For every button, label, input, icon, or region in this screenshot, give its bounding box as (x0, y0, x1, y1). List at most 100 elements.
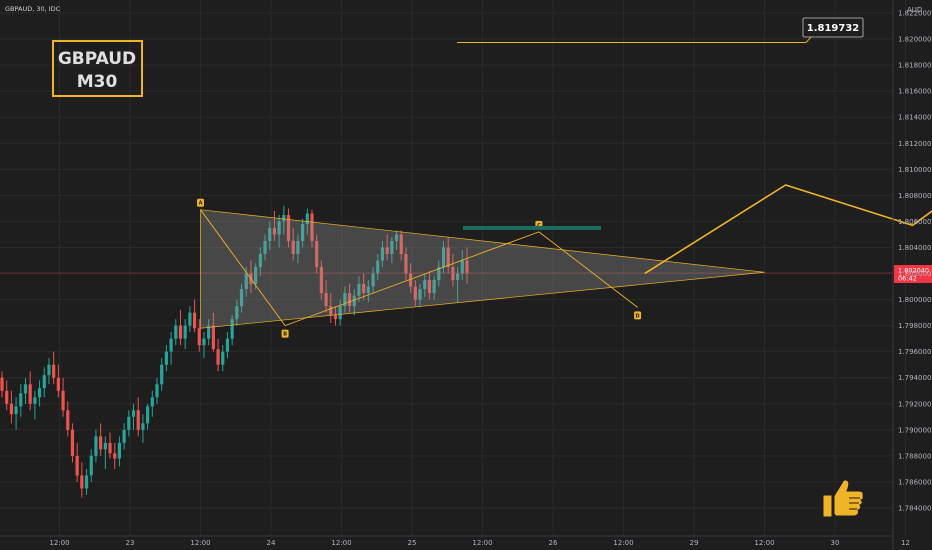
time-tick-label: 12:00 (613, 539, 633, 547)
candle-body (380, 247, 385, 261)
price-tick-label: 1.822000 (898, 10, 931, 18)
candle-body (19, 393, 23, 407)
candle-body (188, 312, 192, 326)
pattern-point-label: B (283, 332, 287, 338)
candle-body (362, 283, 366, 294)
candle-body (268, 227, 272, 241)
candle-body (432, 280, 436, 294)
candle-body (456, 273, 460, 281)
price-tick-label: 1.814000 (898, 114, 931, 122)
time-tick-label: 29 (690, 539, 699, 547)
candle-body (197, 328, 201, 346)
time-tick-label: 26 (549, 539, 558, 547)
price-tick-label: 1.786000 (898, 478, 931, 486)
badge-timeframe: M30 (77, 72, 118, 92)
candle-body (244, 273, 248, 290)
price-tick-label: 1.804000 (898, 244, 931, 252)
candle-body (42, 375, 46, 389)
candle-body (338, 306, 342, 320)
candle-body (56, 377, 60, 391)
candle-body (84, 475, 89, 489)
current-price-value: 1.802040 (898, 267, 929, 275)
candle-body (277, 221, 281, 235)
candle-body (446, 247, 450, 268)
candle-body (409, 273, 413, 287)
candle-body (385, 247, 389, 254)
resistance-zone (463, 225, 601, 230)
pattern-point-label: C (537, 223, 541, 229)
candle-body (131, 410, 136, 417)
price-tick-label: 1.788000 (898, 452, 931, 460)
candle-body (413, 286, 417, 300)
price-axis[interactable]: 1.822000 1.820000 1.818000 1.816000 1.814000… (898, 10, 931, 513)
candle-body (108, 442, 112, 454)
price-tick-label: 1.816000 (898, 88, 931, 96)
price-tick-label: 1.806000 (898, 218, 931, 226)
candle-body (113, 453, 117, 459)
current-price-tag (894, 265, 932, 284)
pattern-point-badge (634, 311, 642, 320)
candle-body (329, 306, 333, 316)
candle-body (211, 325, 215, 350)
candle-body (47, 364, 51, 376)
candle-body (357, 283, 361, 296)
pattern-point-label: A (199, 201, 203, 207)
candle-body (263, 240, 267, 254)
candle-body (376, 260, 380, 274)
candle-body (14, 406, 18, 415)
time-tick-label: 24 (267, 539, 276, 547)
symbol-badge: GBPAUD M30 (52, 40, 143, 97)
candle-body (146, 406, 150, 424)
time-tick-label: 25 (408, 539, 417, 547)
price-tick-label: 1.810000 (898, 166, 931, 174)
triangle-pattern (200, 209, 765, 329)
candle-body (183, 325, 187, 339)
candle-body (282, 214, 286, 222)
candle-body (441, 247, 446, 268)
target-label: 1.819732 (807, 23, 860, 34)
candle-body (371, 273, 375, 287)
badge-frame (52, 40, 143, 97)
candle-body (0, 377, 4, 391)
thumbs-up-icon (822, 479, 864, 518)
candle-body (117, 442, 122, 459)
candle-body (305, 213, 309, 225)
candle-body (28, 384, 32, 404)
candle-body (66, 410, 70, 430)
candle-body (423, 280, 427, 290)
candle-body (404, 253, 408, 274)
candle-body (235, 306, 239, 320)
time-axis[interactable]: 12:00 23 12:00 24 12:00 25 12:00 26 12:00 29 12:00… (49, 539, 910, 547)
time-tick-label: 12:00 (472, 539, 492, 547)
candle-body (160, 364, 164, 385)
candle-body (216, 349, 220, 365)
candle-body (258, 253, 262, 268)
candle-body (324, 293, 328, 307)
candle-body (164, 351, 168, 365)
candle-body (136, 410, 140, 430)
candle-body (460, 260, 464, 274)
grid (0, 0, 906, 536)
candle-body (127, 416, 131, 430)
price-tick-label: 1.800000 (898, 296, 931, 304)
symbol-title[interactable]: GBPAUD, 30, IDC (5, 5, 61, 13)
candle-body (394, 234, 399, 241)
candle-body (239, 289, 244, 307)
pattern-point-label: D (636, 313, 640, 319)
pattern-point-badge (281, 329, 289, 338)
time-tick-label: 12:00 (49, 539, 69, 547)
candle-body (23, 384, 28, 394)
countdown-value: 06:42 (898, 275, 917, 283)
time-tick-label: 12:00 (754, 539, 774, 547)
candle-body (437, 267, 441, 281)
price-tick-label: 1.796000 (898, 348, 931, 356)
projection-path (644, 184, 932, 275)
price-tick-label: 1.820000 (898, 36, 931, 44)
candle-body (80, 475, 84, 489)
price-tick-label: 1.790000 (898, 426, 931, 434)
candle-body (333, 315, 338, 320)
candle-body (99, 436, 103, 450)
price-tick-label: 1.798000 (898, 322, 931, 330)
